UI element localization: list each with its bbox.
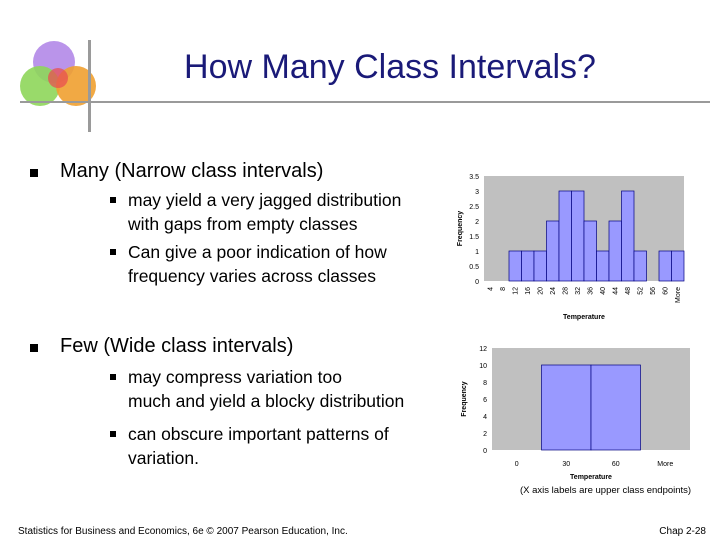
y-tick-label: 0.5 <box>469 264 479 271</box>
x-tick-label: 60 <box>612 461 620 468</box>
y-axis-title: Frequency <box>461 381 468 417</box>
y-axis-title: Frequency <box>457 211 464 247</box>
y-tick-label: 2 <box>483 431 487 438</box>
sub-bullet-line: variation. <box>128 448 200 468</box>
x-tick-label: 28 <box>562 287 569 295</box>
bullet-square-icon <box>110 374 116 380</box>
sub-bullet-line: with gaps from empty classes <box>128 214 358 234</box>
x-tick-label: 0 <box>515 461 519 468</box>
x-tick-label: 20 <box>537 287 544 295</box>
bar <box>658 250 672 282</box>
y-tick-label: 1 <box>475 249 479 256</box>
x-tick-label: 56 <box>650 287 657 295</box>
y-tick-label: 12 <box>479 346 487 353</box>
bar <box>671 250 685 282</box>
y-tick-label: 2.5 <box>469 204 479 211</box>
histogram-wide-intervals: 0 2 4 6 8 10 12 0 30 60 More Temperature Frequency <box>461 346 690 481</box>
bar <box>633 250 647 282</box>
x-tick-label: More <box>675 287 682 303</box>
bullet-many-label-end: ) <box>316 160 324 182</box>
bar <box>583 220 597 282</box>
footer-source: Statistics for Business and Economics, 6… <box>18 526 348 537</box>
logo-circles <box>20 41 96 106</box>
bullet-square-icon <box>30 169 38 177</box>
bar <box>546 220 560 282</box>
bar <box>541 364 592 451</box>
x-tick-label: 40 <box>600 287 607 295</box>
bullet-few-label: Few (Wide class intervals <box>60 335 287 357</box>
y-tick-label: 6 <box>483 397 487 404</box>
bar <box>571 190 585 282</box>
y-tick-label: 10 <box>479 363 487 370</box>
y-tick-label: 3 <box>475 189 479 196</box>
x-tick-label: 60 <box>662 287 669 295</box>
bullet-square-icon <box>110 431 116 437</box>
x-tick-label: 8 <box>500 287 507 291</box>
x-tick-label: 16 <box>525 287 532 295</box>
sub-bullet-line: much and yield a blocky distribution <box>128 391 405 411</box>
bar <box>590 364 641 451</box>
y-tick-label: 3.5 <box>469 174 479 181</box>
x-tick-label: 30 <box>562 461 570 468</box>
bar <box>596 250 610 282</box>
x-tick-label: 48 <box>625 287 632 295</box>
axis-note: (X axis labels are upper class endpoints… <box>520 485 692 496</box>
x-tick-label: 4 <box>487 287 494 291</box>
x-tick-label: 44 <box>612 287 619 295</box>
x-axis-title: Temperature <box>570 474 612 481</box>
bar <box>558 190 572 282</box>
x-tick-label: 36 <box>587 287 594 295</box>
histogram-narrow-intervals: 00.511.522.533.54 8 12 16 20 24 28 32 36 40 44 48 52… <box>457 174 685 321</box>
sub-bullet-line: can obscure important patterns of <box>128 424 389 444</box>
x-tick-label: More <box>657 461 673 468</box>
sub-bullet-line: Can give a poor indication of how <box>128 242 387 262</box>
y-tick-label: 8 <box>483 380 487 387</box>
x-tick-label: 24 <box>550 287 557 295</box>
bullet-many-label: Many (Narrow class intervals <box>60 160 317 182</box>
y-tick-label: 0 <box>483 448 487 455</box>
x-tick-label: 52 <box>637 287 644 295</box>
sub-bullet-line: may compress variation too <box>128 367 342 387</box>
bar <box>621 190 635 282</box>
y-tick-label: 1.5 <box>469 234 479 241</box>
bar <box>521 250 535 282</box>
footer-page-number: Chap 2-28 <box>659 526 706 537</box>
sub-bullet-line: may yield a very jagged distribution <box>128 190 402 210</box>
x-tick-label: 32 <box>575 287 582 295</box>
x-tick-label: 12 <box>512 287 519 295</box>
bullet-square-icon <box>110 249 116 255</box>
bar <box>508 250 522 282</box>
y-tick-label: 2 <box>475 219 479 226</box>
header-horizontal-rule <box>20 101 710 103</box>
bar <box>608 220 622 282</box>
slide-title: How Many Class Intervals? <box>184 48 596 86</box>
sub-bullet-line: frequency varies across classes <box>128 266 377 286</box>
x-axis-title: Temperature <box>563 314 605 321</box>
header-vertical-rule <box>88 40 91 132</box>
y-tick-label: 4 <box>483 414 487 421</box>
bullet-few-label-end: ) <box>286 335 294 357</box>
y-tick-label: 0 <box>475 279 479 286</box>
bullet-square-icon <box>110 197 116 203</box>
bar <box>533 250 547 282</box>
bullet-square-icon <box>30 344 38 352</box>
